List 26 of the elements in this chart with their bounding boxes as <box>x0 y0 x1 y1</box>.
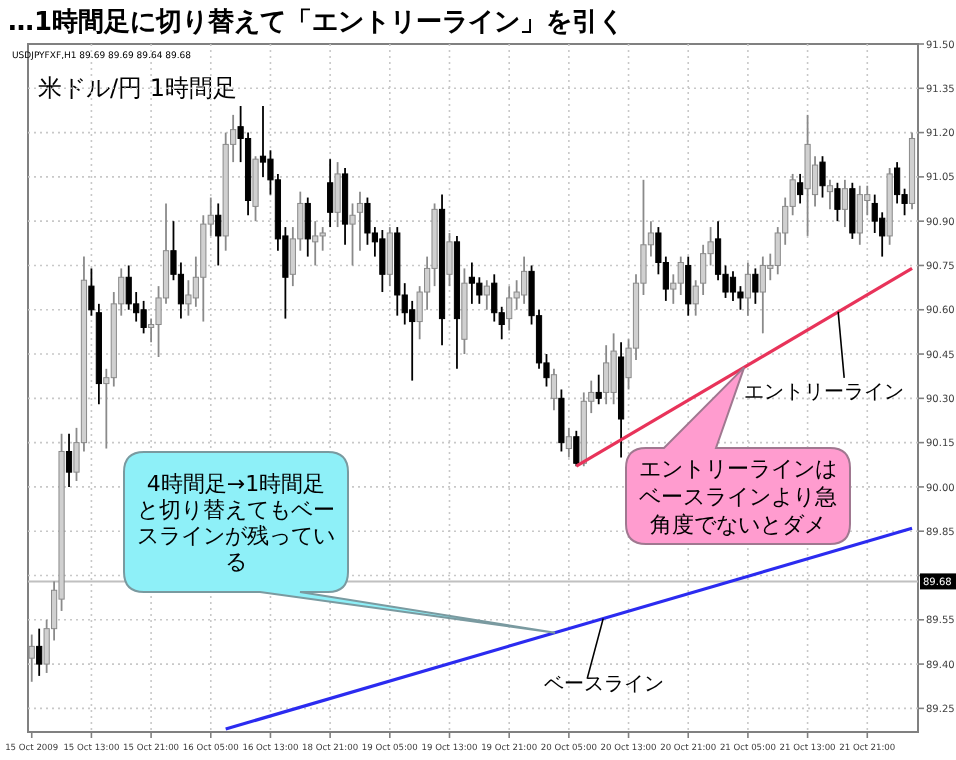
candlestick <box>379 229 386 293</box>
annotation: 4時間足→1時間足と切り替えてもベースラインが残っている <box>137 471 335 575</box>
candlestick <box>215 202 222 267</box>
candlestick <box>304 196 311 258</box>
candlestick <box>685 255 692 317</box>
candlestick <box>729 270 737 302</box>
candlestick <box>558 388 565 453</box>
candlestick <box>259 105 267 178</box>
candlestick <box>140 299 147 335</box>
candlestick <box>327 158 334 228</box>
candlestick <box>36 627 43 677</box>
chart-title: …1時間足に切り替えて「エントリーライン」を引く <box>8 8 625 38</box>
candlestick <box>573 429 580 468</box>
candlestick <box>65 432 73 488</box>
candlestick <box>468 261 475 305</box>
candlestick <box>849 181 856 240</box>
candlestick <box>826 178 834 211</box>
series-label: エントリーライン <box>744 382 904 404</box>
series-label: ベースライン <box>544 674 664 696</box>
candlestick <box>894 161 901 205</box>
candlestick <box>819 155 826 199</box>
candlestick <box>797 173 804 205</box>
candlestick <box>752 267 759 305</box>
candlestick <box>834 181 841 223</box>
candlestick <box>595 373 602 406</box>
annotation: エントリーラインはベースラインより急角度でないとダメ <box>639 456 837 538</box>
